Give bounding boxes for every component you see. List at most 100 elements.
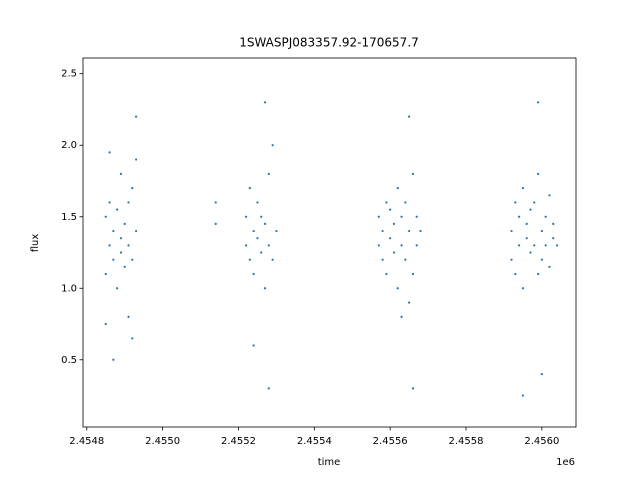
data-point bbox=[518, 215, 521, 218]
data-point bbox=[244, 244, 248, 247]
data-point bbox=[400, 244, 403, 247]
data-point bbox=[271, 258, 274, 261]
data-point bbox=[127, 201, 130, 204]
data-point bbox=[518, 244, 521, 247]
chart-title: 1SWASPJ083357.92-170657.7 bbox=[239, 36, 419, 50]
data-point bbox=[521, 394, 525, 397]
data-point bbox=[385, 272, 388, 276]
data-point bbox=[127, 244, 130, 247]
data-point bbox=[536, 172, 540, 175]
y-tick-label: 1.0 bbox=[61, 283, 77, 294]
y-tick-label: 2.5 bbox=[61, 69, 77, 80]
data-point bbox=[214, 201, 217, 204]
data-point bbox=[267, 387, 270, 390]
data-point bbox=[271, 144, 274, 147]
data-point bbox=[256, 201, 259, 204]
data-point bbox=[521, 187, 525, 190]
data-point bbox=[514, 272, 517, 276]
data-point bbox=[116, 208, 119, 211]
x-tick-label: 2.4560 bbox=[524, 436, 559, 447]
data-point bbox=[104, 272, 107, 276]
data-point bbox=[377, 244, 380, 247]
x-tick-label: 2.4548 bbox=[69, 436, 104, 447]
data-point bbox=[119, 172, 123, 175]
data-point bbox=[525, 222, 528, 226]
x-tick-label: 2.4558 bbox=[449, 436, 484, 447]
data-point bbox=[552, 237, 555, 240]
data-point bbox=[525, 237, 528, 240]
data-point bbox=[415, 244, 418, 247]
data-point bbox=[267, 244, 270, 247]
data-point bbox=[408, 301, 411, 304]
data-point bbox=[252, 229, 255, 233]
data-point bbox=[533, 244, 536, 247]
data-point bbox=[521, 287, 525, 290]
data-point bbox=[134, 158, 138, 161]
data-point bbox=[389, 237, 392, 240]
data-point bbox=[381, 229, 384, 233]
data-point bbox=[385, 201, 388, 204]
data-point bbox=[252, 344, 255, 347]
data-point bbox=[552, 222, 555, 226]
data-point bbox=[555, 244, 559, 247]
data-point bbox=[104, 215, 107, 218]
data-point bbox=[415, 215, 418, 218]
data-point bbox=[408, 115, 411, 118]
data-point bbox=[544, 215, 547, 218]
data-point bbox=[119, 251, 123, 254]
data-point bbox=[260, 251, 263, 254]
data-point bbox=[400, 215, 403, 218]
data-point bbox=[404, 201, 407, 204]
data-point bbox=[214, 222, 217, 226]
data-point bbox=[396, 187, 399, 190]
data-point bbox=[392, 222, 396, 226]
data-point bbox=[123, 222, 126, 226]
data-point bbox=[263, 222, 267, 226]
data-point bbox=[411, 387, 415, 390]
data-point bbox=[389, 208, 392, 211]
y-tick-label: 0.5 bbox=[61, 355, 77, 366]
data-point bbox=[134, 115, 138, 118]
data-point bbox=[263, 101, 267, 104]
x-offset-label: 1e6 bbox=[556, 457, 575, 468]
plot-frame bbox=[82, 57, 577, 428]
data-point bbox=[260, 215, 263, 218]
data-point bbox=[134, 229, 138, 233]
data-point bbox=[540, 229, 543, 233]
data-point bbox=[411, 272, 415, 276]
data-point bbox=[131, 337, 134, 340]
y-tick-label: 2.0 bbox=[61, 140, 77, 151]
data-point bbox=[244, 215, 248, 218]
y-axis-label: flux bbox=[30, 234, 41, 253]
data-point bbox=[248, 258, 251, 261]
data-point bbox=[127, 315, 130, 318]
data-point bbox=[112, 358, 115, 361]
data-point bbox=[256, 237, 259, 240]
data-point bbox=[108, 244, 111, 247]
data-point bbox=[131, 187, 134, 190]
data-point bbox=[396, 287, 399, 290]
data-point bbox=[404, 258, 407, 261]
data-point bbox=[408, 229, 411, 233]
data-point bbox=[514, 201, 517, 204]
x-tick-label: 2.4556 bbox=[373, 436, 408, 447]
data-point bbox=[392, 251, 396, 254]
data-point bbox=[544, 244, 547, 247]
x-axis-label: time bbox=[318, 457, 341, 468]
x-tick-label: 2.4554 bbox=[297, 436, 332, 447]
data-point bbox=[419, 229, 422, 233]
y-tick-label: 1.5 bbox=[61, 212, 77, 223]
data-point bbox=[548, 194, 551, 197]
data-point bbox=[540, 372, 543, 376]
data-point bbox=[536, 272, 540, 276]
data-point bbox=[381, 258, 384, 261]
data-point bbox=[400, 315, 403, 318]
x-tick-label: 2.4550 bbox=[145, 436, 180, 447]
data-point bbox=[104, 322, 107, 326]
data-point bbox=[536, 101, 540, 104]
data-point bbox=[119, 237, 123, 240]
data-point bbox=[267, 172, 270, 175]
data-point bbox=[108, 201, 111, 204]
